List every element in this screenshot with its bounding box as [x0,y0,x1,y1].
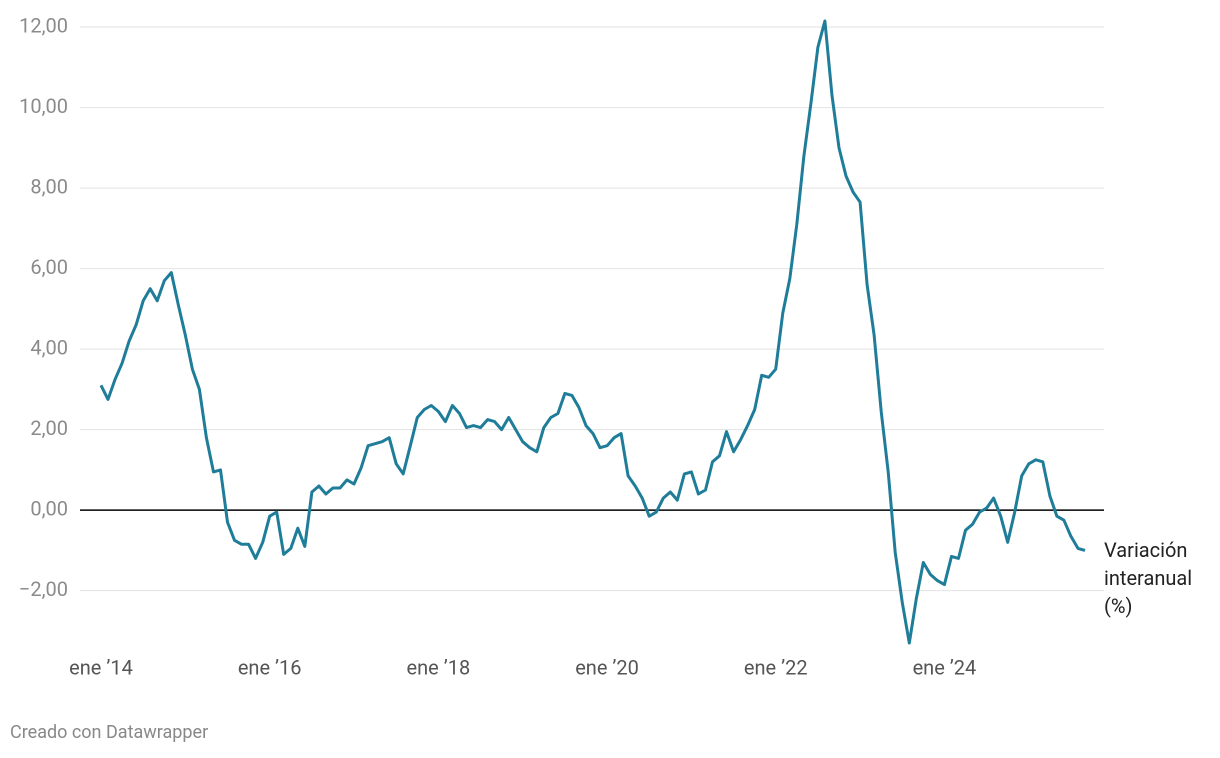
x-tick-label: ene ’18 [407,655,471,679]
y-tick-label: 6,00 [30,255,68,279]
y-tick-label: 2,00 [30,416,68,440]
y-tick-label: 4,00 [30,335,68,359]
y-tick-label: −2,00 [19,577,68,601]
series-label: Variación interanual (%) [1104,538,1193,618]
y-tick-label: 8,00 [30,174,68,198]
series-line [99,19,1086,645]
x-tick-label: ene ’24 [913,655,977,679]
x-tick-label: ene ’16 [238,655,302,679]
y-tick-label: 10,00 [19,94,68,118]
y-tick-label: 12,00 [19,13,68,37]
y-tick-label: 0,00 [30,496,68,520]
x-tick-label: ene ’22 [744,655,808,679]
x-tick-label: ene ’20 [575,655,639,679]
x-tick-label: ene ’14 [69,655,133,679]
footer: Creado con Datawrapper [10,722,209,743]
